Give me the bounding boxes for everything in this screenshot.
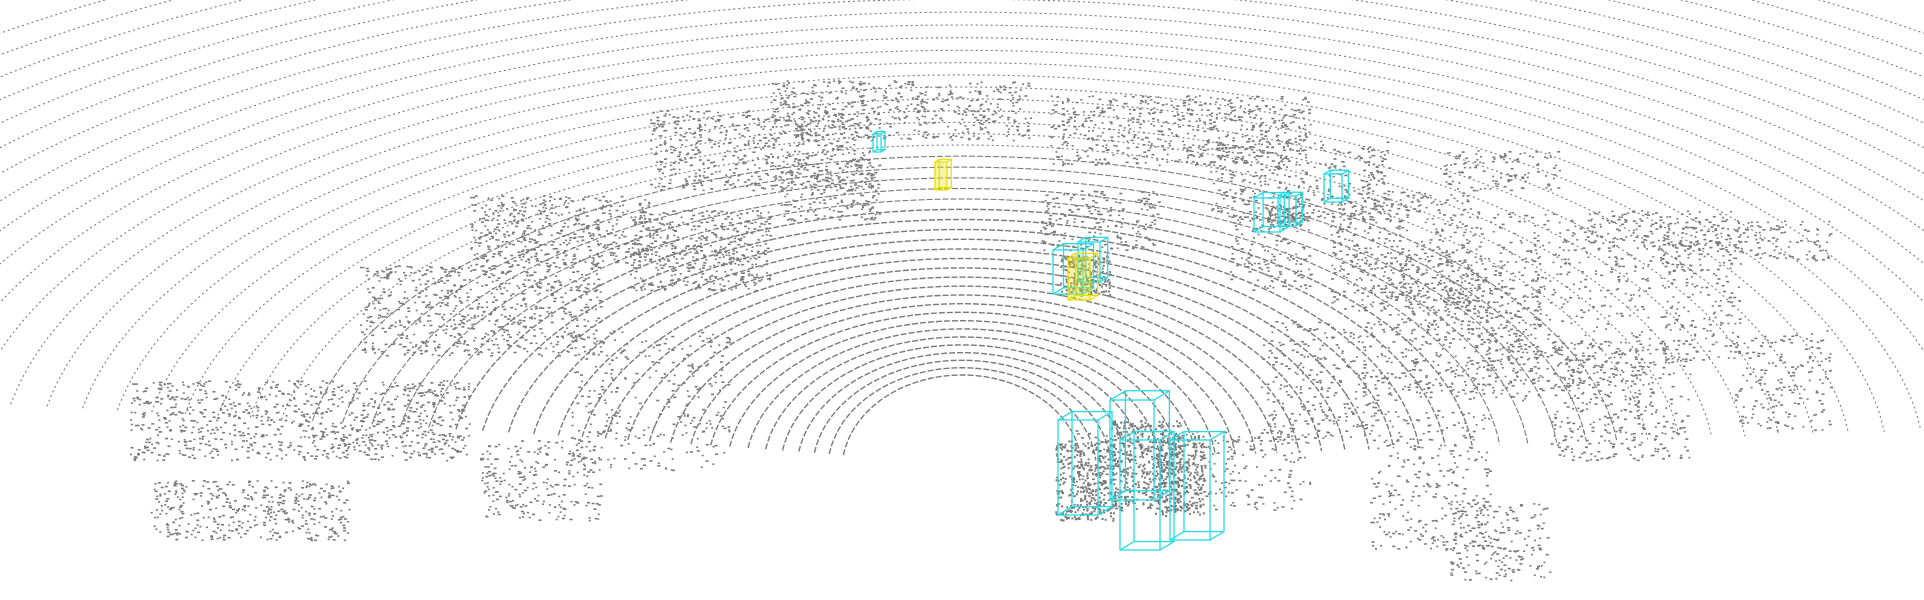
scan-ring [747, 328, 1179, 457]
car-box-near-4 [1169, 430, 1225, 541]
pedestrian-box-center [1067, 252, 1099, 301]
scan-ring [648, 285, 1278, 453]
scan-ring [0, 37, 1924, 353]
scan-ring [428, 198, 1501, 445]
scan-ring [217, 121, 1713, 438]
scan-ring [828, 366, 1097, 461]
scan-ring [669, 294, 1257, 454]
car-box-near-3 [1119, 430, 1175, 551]
scan-ring [813, 359, 1112, 460]
car-box-near-1 [1057, 410, 1113, 516]
scatter-points [130, 80, 1833, 582]
scan-ring [116, 86, 1814, 435]
scan-ring [0, 24, 1924, 304]
car-box-right-far [1323, 169, 1349, 203]
scan-ring [765, 336, 1161, 458]
scan-ring [0, 11, 1924, 265]
car-box-right-a [1253, 191, 1290, 233]
scan-ring [533, 238, 1395, 449]
scan-ring [342, 166, 1587, 442]
scan-ring [507, 228, 1420, 448]
scan-ring [781, 344, 1144, 459]
scan-ring [371, 177, 1558, 443]
scan-ring [10, 49, 1922, 431]
scan-ring [0, 0, 1924, 232]
pedestrian-box-far [934, 158, 952, 191]
car-box-far-left [872, 130, 886, 153]
scan-ring [455, 208, 1473, 446]
car-box-right-b [1277, 191, 1303, 227]
scan-ring [627, 276, 1300, 452]
scan-ring [311, 155, 1618, 441]
scan-ring [729, 319, 1197, 457]
scan-ring [690, 302, 1236, 455]
scan-ring [798, 352, 1128, 460]
scan-ring [710, 311, 1216, 456]
scan-ring [151, 98, 1780, 436]
scan-ring [557, 248, 1370, 450]
scan-ring [842, 374, 1083, 462]
